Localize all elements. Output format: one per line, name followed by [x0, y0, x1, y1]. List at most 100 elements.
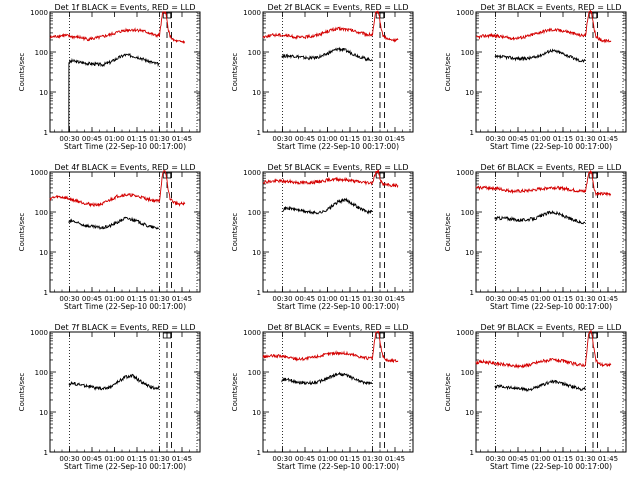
panel-title: Det 6f BLACK = Events, RED = LLD: [480, 163, 621, 172]
panel-8: Det 8f BLACK = Events, RED = LLD 1 10 100 10…: [231, 323, 414, 471]
panel-5: Det 5f BLACK = Events, RED = LLD 1 10 100 10…: [231, 163, 414, 311]
x-tick-label: 00:45: [508, 455, 528, 463]
plot-frame: [262, 11, 414, 133]
x-tick-label: 01:30: [575, 295, 595, 303]
lld-series-line: [475, 169, 612, 197]
plot-frame: [49, 11, 201, 133]
x-tick-label: 00:45: [295, 455, 315, 463]
x-axis-label: Start Time (22-Sep-10 00:17:00): [490, 302, 612, 311]
x-tick-label: 00:30: [59, 455, 79, 463]
x-tick-label: 01:30: [575, 135, 595, 143]
x-tick-label: 01:30: [362, 135, 382, 143]
x-tick-label: 01:15: [553, 135, 573, 143]
y-tick-label: 10: [465, 409, 474, 417]
lld-series-line: [262, 9, 399, 43]
panel-title: Det 4f BLACK = Events, RED = LLD: [54, 163, 195, 172]
x-axis-label: Start Time (22-Sep-10 00:17:00): [64, 142, 186, 151]
y-tick-label: 100: [35, 49, 48, 57]
highlight-box: [588, 172, 598, 179]
y-tick-label: 100: [461, 209, 474, 217]
x-tick-label: 01:30: [149, 135, 169, 143]
x-tick-label: 00:45: [508, 295, 528, 303]
panel-2: Det 2f BLACK = Events, RED = LLD 1 10 100 10…: [231, 3, 414, 151]
y-tick-label: 100: [461, 49, 474, 57]
x-tick-label: 01:30: [362, 295, 382, 303]
x-axis-label: Start Time (22-Sep-10 00:17:00): [64, 302, 186, 311]
highlight-box: [162, 332, 172, 339]
x-tick-label: 00:30: [485, 455, 505, 463]
y-axis-label: Counts/sec: [231, 373, 239, 412]
events-series-line: [494, 48, 586, 63]
y-tick-label: 10: [465, 89, 474, 97]
events-series-line: [494, 210, 586, 225]
panel-3: Det 3f BLACK = Events, RED = LLD 1 10 100 10…: [444, 3, 627, 151]
x-axis-label: Start Time (22-Sep-10 00:17:00): [490, 142, 612, 151]
x-tick-label: 01:45: [598, 135, 618, 143]
x-tick-label: 00:30: [59, 295, 79, 303]
plot-frame: [262, 171, 414, 293]
plot-frame: [475, 11, 627, 133]
x-axis-label: Start Time (22-Sep-10 00:17:00): [277, 462, 399, 471]
y-tick-label: 1000: [243, 329, 261, 337]
y-tick-label: 1: [44, 129, 48, 137]
x-tick-label: 00:45: [82, 455, 102, 463]
panel-title: Det 9f BLACK = Events, RED = LLD: [480, 323, 621, 332]
x-tick-label: 00:30: [272, 455, 292, 463]
x-tick-label: 00:45: [295, 295, 315, 303]
panel-9: Det 9f BLACK = Events, RED = LLD 1 10 100 10…: [444, 323, 627, 471]
x-tick-label: 01:15: [127, 295, 147, 303]
y-axis-label: Counts/sec: [444, 373, 452, 412]
x-tick-label: 00:45: [82, 295, 102, 303]
events-series-line: [68, 373, 160, 391]
x-tick-label: 00:30: [272, 295, 292, 303]
x-tick-label: 00:45: [508, 135, 528, 143]
y-axis-label: Counts/sec: [444, 53, 452, 92]
panel-title: Det 2f BLACK = Events, RED = LLD: [267, 3, 408, 12]
panel-6: Det 6f BLACK = Events, RED = LLD 1 10 100 10…: [444, 163, 627, 311]
plot-frame: [475, 171, 627, 293]
events-series-line: [494, 379, 586, 393]
x-tick-label: 01:15: [340, 135, 360, 143]
y-tick-label: 1000: [456, 169, 474, 177]
x-tick-label: 01:30: [149, 295, 169, 303]
y-axis-label: Counts/sec: [444, 213, 452, 252]
plot-frame: [262, 331, 414, 453]
y-tick-label: 1000: [456, 329, 474, 337]
panel-title: Det 5f BLACK = Events, RED = LLD: [267, 163, 408, 172]
y-tick-label: 1000: [30, 9, 48, 17]
events-series-line: [68, 216, 160, 231]
y-tick-label: 1000: [243, 9, 261, 17]
x-tick-label: 01:15: [553, 455, 573, 463]
panel-1: Det 1f BLACK = Events, RED = LLD 1 10 100 10…: [18, 3, 201, 151]
y-tick-label: 1000: [30, 169, 48, 177]
x-tick-label: 01:30: [362, 455, 382, 463]
x-axis-label: Start Time (22-Sep-10 00:17:00): [64, 462, 186, 471]
y-axis-label: Counts/sec: [231, 213, 239, 252]
x-tick-label: 01:00: [104, 295, 124, 303]
lld-series-line: [262, 168, 399, 189]
panel-title: Det 3f BLACK = Events, RED = LLD: [480, 3, 621, 12]
events-series-line: [281, 46, 373, 62]
y-tick-label: 1: [470, 289, 474, 297]
x-tick-label: 01:15: [340, 455, 360, 463]
y-tick-label: 1000: [243, 169, 261, 177]
y-tick-label: 1: [44, 289, 48, 297]
x-tick-label: 00:30: [59, 135, 79, 143]
y-tick-label: 1: [257, 129, 261, 137]
events-series-line: [68, 52, 160, 133]
lld-series-line: [49, 11, 186, 45]
lld-series-line: [49, 170, 186, 208]
events-series-line: [281, 197, 373, 215]
y-tick-label: 10: [39, 249, 48, 257]
y-axis-label: Counts/sec: [18, 373, 26, 412]
x-tick-label: 01:45: [598, 295, 618, 303]
x-tick-label: 01:15: [127, 455, 147, 463]
x-tick-label: 00:30: [485, 295, 505, 303]
y-axis-label: Counts/sec: [18, 213, 26, 252]
x-tick-label: 01:00: [530, 455, 550, 463]
x-tick-label: 00:30: [485, 135, 505, 143]
x-tick-label: 01:45: [385, 135, 405, 143]
panel-4: Det 4f BLACK = Events, RED = LLD 1 10 100 10…: [18, 163, 201, 311]
x-tick-label: 00:45: [295, 135, 315, 143]
